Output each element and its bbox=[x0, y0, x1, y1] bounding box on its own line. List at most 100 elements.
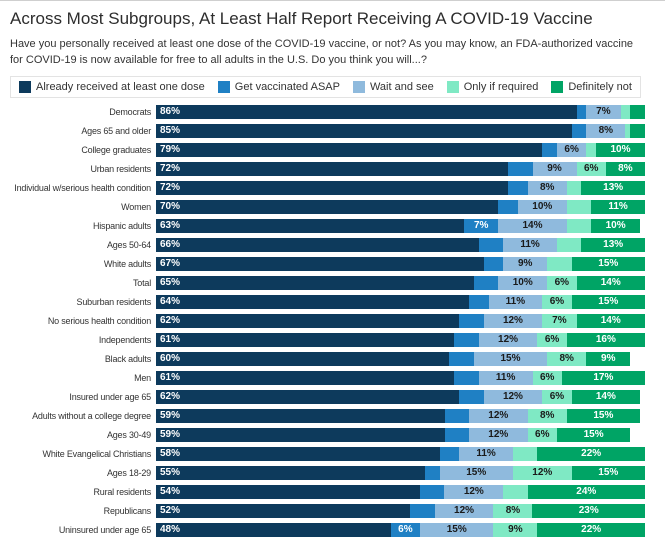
bar-segment-get-vaccinated-asap bbox=[508, 162, 533, 177]
bar-segment-wait-and-see: 15% bbox=[439, 466, 513, 481]
category-label: White adults bbox=[103, 259, 151, 270]
bar-segment-only-if-required: 6% bbox=[547, 276, 577, 291]
legend-item-definitely-not[interactable]: Definitely not bbox=[551, 80, 632, 93]
legend-label: Wait and see bbox=[369, 80, 434, 93]
segment-value-label: 17% bbox=[593, 372, 614, 384]
segment-value-label: 60% bbox=[160, 353, 181, 365]
bar-segment-wait-and-see: 12% bbox=[468, 409, 528, 424]
category-label: Democrats bbox=[109, 107, 151, 118]
bar-segment-wait-and-see: 11% bbox=[478, 371, 533, 386]
bar-segment-already-received: 79% bbox=[156, 143, 543, 158]
category-label: Hispanic adults bbox=[92, 221, 151, 232]
segment-value-label: 10% bbox=[610, 144, 631, 156]
segment-value-label: 10% bbox=[532, 201, 553, 213]
bar-segment-only-if-required bbox=[503, 485, 528, 500]
bar-row: Ages 30-49 59% 12% 6% 15% bbox=[10, 426, 655, 445]
category-label: Ages 18-29 bbox=[106, 468, 151, 479]
segment-value-label: 63% bbox=[160, 220, 181, 232]
bar-segment-get-vaccinated-asap bbox=[542, 143, 557, 158]
bar-segment-already-received: 85% bbox=[156, 124, 572, 139]
bar-segment-wait-and-see: 8% bbox=[586, 124, 626, 139]
segment-value-label: 11% bbox=[495, 372, 516, 384]
category-label: Suburban residents bbox=[76, 297, 152, 308]
bar-segment-only-if-required: 9% bbox=[493, 523, 538, 538]
category-label: Adults without a college degree bbox=[32, 411, 151, 422]
bar-segment-wait-and-see: 9% bbox=[532, 162, 577, 177]
segment-value-label: 10% bbox=[512, 277, 533, 289]
segment-value-label: 12% bbox=[498, 334, 519, 346]
bar-segment-get-vaccinated-asap bbox=[571, 124, 587, 139]
bar-segment-already-received: 64% bbox=[156, 295, 469, 310]
segment-value-label: 65% bbox=[160, 277, 181, 289]
bar-row: Women 70% 10% 11% bbox=[10, 198, 655, 217]
bar-segment-only-if-required: 8% bbox=[493, 504, 533, 519]
bar-segment-already-received: 54% bbox=[156, 485, 421, 500]
legend-item-already-received[interactable]: Already received at least one dose bbox=[19, 80, 205, 93]
legend-swatch-icon bbox=[19, 80, 31, 93]
bar-row: Uninsured under age 65 48% 6% 15% 9% 22% bbox=[10, 521, 655, 540]
segment-value-label: 55% bbox=[160, 467, 181, 479]
segment-value-label: 7% bbox=[596, 106, 611, 118]
bar-row: Independents 61% 12% 6% 16% bbox=[10, 331, 655, 350]
bar-row: Democrats 86% 7% bbox=[10, 103, 655, 122]
segment-value-label: 15% bbox=[446, 524, 467, 536]
bar-segment-definitely-not: 22% bbox=[537, 523, 645, 538]
bar-segment-definitely-not: 22% bbox=[537, 447, 645, 462]
category-label: Rural residents bbox=[93, 487, 151, 498]
legend-item-get-vaccinated-asap[interactable]: Get vaccinated ASAP bbox=[217, 80, 340, 93]
segment-value-label: 6% bbox=[398, 524, 413, 536]
bar-segment-get-vaccinated-asap bbox=[483, 257, 504, 272]
category-label: Black adults bbox=[104, 354, 151, 365]
legend-swatch-icon bbox=[352, 80, 365, 93]
bar-row: Adults without a college degree 59% 12% 8% 1… bbox=[10, 407, 655, 426]
bar-segment-already-received: 62% bbox=[156, 314, 460, 329]
legend-swatch-icon bbox=[446, 80, 459, 93]
bar-segment-only-if-required: 8% bbox=[547, 352, 587, 367]
bar-chart: Democrats 86% 7% Ages 65 and older 85% 8% Coll… bbox=[10, 103, 655, 540]
bar-segment-wait-and-see: 15% bbox=[420, 523, 494, 538]
segment-value-label: 59% bbox=[160, 429, 181, 441]
bar-row: College graduates 79% 6% 10% bbox=[10, 141, 655, 160]
segment-value-label: 7% bbox=[473, 220, 489, 232]
bar-segment-definitely-not: 24% bbox=[527, 485, 645, 500]
segment-value-label: 8% bbox=[618, 163, 633, 175]
bar-segment-get-vaccinated-asap bbox=[449, 352, 474, 367]
bar-segment-wait-and-see: 12% bbox=[483, 390, 543, 405]
segment-value-label: 9% bbox=[601, 353, 616, 365]
bar-track: 86% 7% bbox=[156, 105, 645, 120]
bar-segment-only-if-required bbox=[586, 143, 597, 158]
category-label: Ages 65 and older bbox=[81, 126, 151, 137]
category-label: Independents bbox=[98, 335, 151, 346]
segment-value-label: 8% bbox=[539, 410, 555, 422]
bar-segment-only-if-required bbox=[556, 238, 582, 253]
bar-row: Total 65% 10% 6% 14% bbox=[10, 274, 655, 293]
segment-value-label: 15% bbox=[500, 353, 521, 365]
bar-segment-get-vaccinated-asap bbox=[468, 295, 489, 310]
category-label: Republicans bbox=[103, 506, 152, 517]
segment-value-label: 12% bbox=[463, 486, 484, 498]
legend-item-wait-and-see[interactable]: Wait and see bbox=[352, 80, 434, 93]
segment-value-label: 58% bbox=[160, 448, 181, 460]
segment-value-label: 13% bbox=[603, 182, 624, 194]
legend-label: Only if required bbox=[463, 80, 539, 93]
segment-value-label: 79% bbox=[160, 144, 181, 156]
legend-label: Definitely not bbox=[568, 80, 632, 93]
bar-segment-wait-and-see: 14% bbox=[498, 219, 567, 234]
chart-subtitle: Have you personally received at least on… bbox=[10, 38, 634, 67]
bar-segment-already-received: 65% bbox=[156, 276, 474, 291]
bar-track: 61% 11% 6% 17% bbox=[156, 371, 645, 386]
segment-value-label: 62% bbox=[160, 315, 181, 327]
bar-row: Black adults 60% 15% 8% 9% bbox=[10, 350, 655, 369]
bar-segment-already-received: 48% bbox=[156, 523, 391, 538]
bar-track: 61% 12% 6% 16% bbox=[156, 333, 645, 348]
bar-segment-definitely-not: 10% bbox=[591, 219, 641, 234]
bar-segment-get-vaccinated-asap bbox=[420, 485, 445, 500]
segment-value-label: 15% bbox=[598, 296, 619, 308]
category-label: White Evangelical Christians bbox=[42, 449, 152, 460]
legend-item-only-if-required[interactable]: Only if required bbox=[446, 80, 539, 93]
bar-segment-already-received: 86% bbox=[156, 105, 577, 120]
bar-track: 60% 15% 8% 9% bbox=[156, 352, 645, 367]
bar-segment-definitely-not: 13% bbox=[581, 238, 645, 253]
bar-segment-wait-and-see: 10% bbox=[498, 276, 548, 291]
bar-segment-only-if-required: 6% bbox=[576, 162, 606, 177]
